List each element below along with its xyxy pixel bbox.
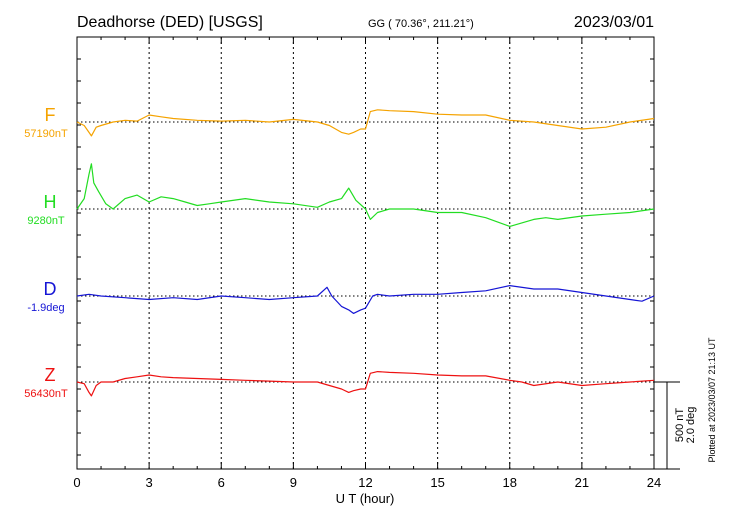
plotted-timestamp: Plotted at 2023/03/07 21:13 UT bbox=[707, 337, 717, 463]
series-baseline-z: 56430nT bbox=[24, 388, 68, 400]
series-line-d bbox=[76, 285, 655, 314]
series-name-h: H bbox=[44, 192, 57, 212]
x-tick-label: 21 bbox=[575, 475, 589, 490]
series-line-z bbox=[76, 371, 655, 397]
station-title: Deadhorse (DED) [USGS] bbox=[77, 14, 263, 31]
series-line-h bbox=[76, 163, 655, 227]
series-name-z: Z bbox=[45, 365, 56, 385]
x-axis-label: U T (hour) bbox=[336, 491, 395, 506]
scale-bar-label-nt: 500 nT bbox=[674, 408, 686, 443]
series-name-f: F bbox=[45, 105, 56, 125]
scale-bar: 500 nT 2.0 deg bbox=[654, 381, 697, 470]
tick-layer: 0 3 6 9 12 15 18 21 24 bbox=[73, 37, 661, 490]
x-tick-label: 15 bbox=[430, 475, 444, 490]
series-baseline-h: 9280nT bbox=[27, 215, 65, 227]
x-tick-label: 0 bbox=[73, 475, 80, 490]
date-label: 2023/03/01 bbox=[574, 14, 654, 31]
x-tick-label: 12 bbox=[358, 475, 372, 490]
x-tick-label: 6 bbox=[218, 475, 225, 490]
series-baseline-d: -1.9deg bbox=[27, 302, 64, 314]
x-tick-label: 18 bbox=[503, 475, 517, 490]
label-layer: F 57190nT H 9280nT D -1.9deg Z 56430nT bbox=[24, 105, 68, 400]
grid-layer bbox=[148, 37, 583, 469]
series-layer bbox=[76, 109, 655, 397]
scale-bar-label-deg: 2.0 deg bbox=[685, 407, 697, 444]
series-line-f bbox=[76, 109, 655, 137]
x-tick-label: 9 bbox=[290, 475, 297, 490]
series-baseline-f: 57190nT bbox=[24, 128, 68, 140]
series-name-d: D bbox=[44, 279, 57, 299]
coordinates-label: GG ( 70.36°, 211.21°) bbox=[368, 18, 474, 30]
x-tick-label: 3 bbox=[146, 475, 153, 490]
x-tick-label: 24 bbox=[647, 475, 661, 490]
